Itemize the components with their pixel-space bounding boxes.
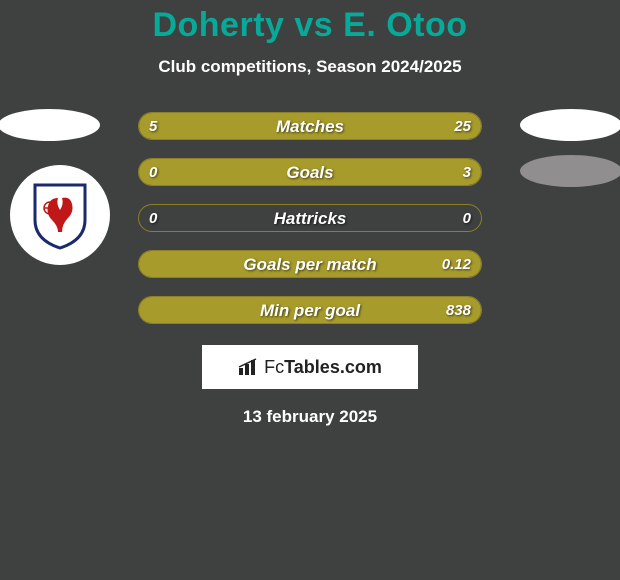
bar-fill-right <box>139 251 481 277</box>
comparison-card: Doherty vs E. Otoo Club competitions, Se… <box>0 0 620 427</box>
bar-track: 03Goals <box>138 158 482 186</box>
stat-value-right: 0.12 <box>442 251 471 278</box>
bar-track: 0.12Goals per match <box>138 250 482 278</box>
bar-track: 0 0Hattricks <box>138 204 482 232</box>
stat-row: 0.12Goals per match <box>10 241 610 287</box>
stat-row: 03Goals <box>10 149 610 195</box>
date-label: 13 february 2025 <box>0 407 620 427</box>
logo-text: FcTables.com <box>238 357 382 378</box>
stat-value-right: 3 <box>463 159 471 186</box>
bar-track: 838Min per goal <box>138 296 482 324</box>
stat-value-right: 25 <box>454 113 471 140</box>
bar-fill-right <box>139 159 481 185</box>
stat-value-right: 838 <box>446 297 471 324</box>
page-title: Doherty vs E. Otoo <box>0 6 620 45</box>
bar-fill-right <box>139 297 481 323</box>
stat-value-left: 0 <box>149 205 157 232</box>
bar-track: 525Matches <box>138 112 482 140</box>
stat-value-right: 0 <box>463 205 471 232</box>
stat-row: 525Matches <box>10 103 610 149</box>
bars-icon <box>238 358 260 376</box>
stat-row: 0 0Hattricks <box>10 195 610 241</box>
stat-row: 838Min per goal <box>10 287 610 333</box>
bar-fill-left <box>139 113 197 139</box>
stat-label: Hattricks <box>139 205 481 232</box>
stat-value-left: 5 <box>149 113 157 140</box>
stat-bars: 525Matches03Goals00Hattricks0.12Goals pe… <box>10 103 610 333</box>
footer-logo[interactable]: FcTables.com <box>202 345 418 389</box>
bar-fill-right <box>197 113 481 139</box>
chart-area: 525Matches03Goals00Hattricks0.12Goals pe… <box>0 103 620 333</box>
subtitle: Club competitions, Season 2024/2025 <box>0 57 620 77</box>
stat-value-left: 0 <box>149 159 157 186</box>
